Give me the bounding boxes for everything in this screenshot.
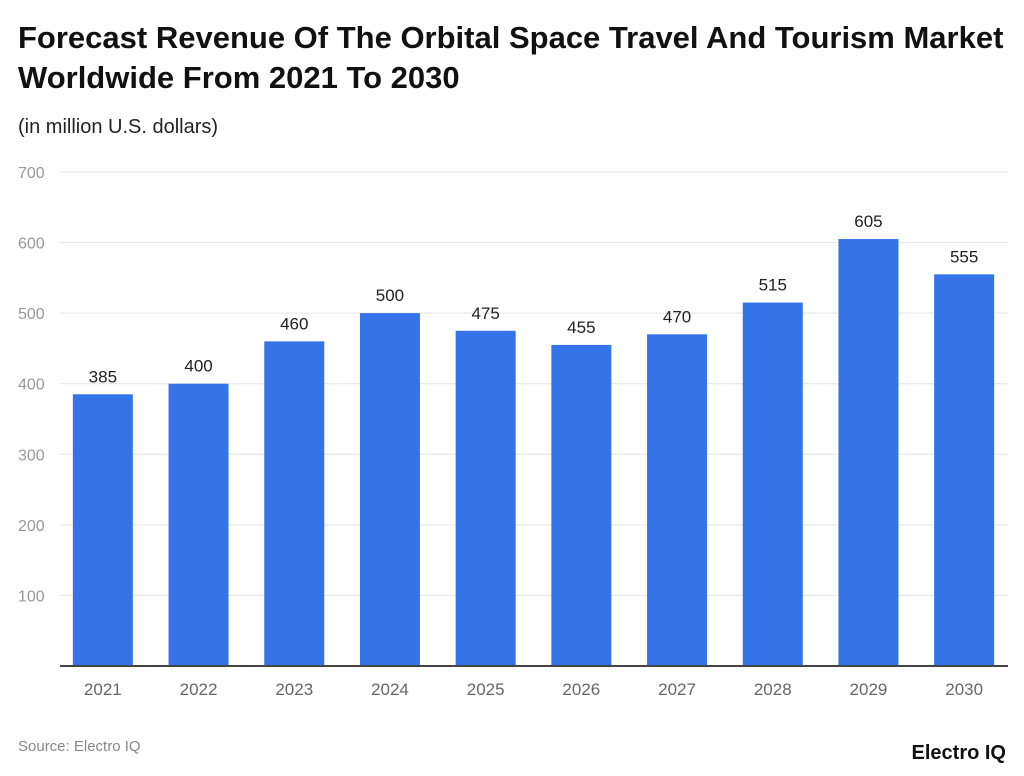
- x-tick-label: 2026: [562, 680, 600, 699]
- data-label: 385: [89, 367, 117, 386]
- x-tick-label: 2022: [180, 680, 218, 699]
- data-label: 500: [376, 286, 404, 305]
- y-tick-label: 700: [18, 165, 45, 182]
- bar-2030: [934, 274, 995, 666]
- bar-2026: [551, 344, 612, 666]
- data-label: 555: [950, 247, 978, 266]
- bar-2028: [742, 302, 803, 666]
- x-tick-label: 2023: [275, 680, 313, 699]
- x-tick-label: 2027: [658, 680, 696, 699]
- x-tick-label: 2029: [850, 680, 888, 699]
- bar-2024: [359, 313, 420, 666]
- x-tick-label: 2024: [371, 680, 409, 699]
- y-tick-label: 400: [18, 377, 45, 394]
- brand-logo: Electro IQ: [911, 742, 1006, 764]
- bar-2029: [838, 239, 899, 667]
- x-tick-label: 2025: [467, 680, 505, 699]
- bar-2027: [647, 334, 708, 666]
- source-note: Source: Electro IQ: [18, 738, 141, 755]
- x-tick-label: 2021: [84, 680, 122, 699]
- data-label: 400: [184, 357, 212, 376]
- data-label: 605: [854, 212, 882, 231]
- bar-2023: [264, 341, 325, 666]
- data-label: 460: [280, 314, 308, 333]
- chart-subtitle: (in million U.S. dollars): [18, 116, 219, 138]
- data-label: 455: [567, 318, 595, 337]
- y-tick-label: 100: [18, 588, 45, 605]
- y-tick-label: 200: [18, 518, 45, 535]
- chart-title: Forecast Revenue Of The Orbital Space Tr…: [18, 20, 1004, 95]
- y-tick-label: 600: [18, 236, 45, 253]
- bar-2025: [455, 330, 516, 666]
- data-label: 515: [759, 276, 787, 295]
- bar-2021: [72, 394, 133, 666]
- data-label: 470: [663, 307, 691, 326]
- data-label: 475: [471, 304, 499, 323]
- y-tick-label: 500: [18, 306, 45, 323]
- y-tick-label: 300: [18, 447, 45, 464]
- x-tick-label: 2030: [945, 680, 983, 699]
- bar-2022: [168, 383, 229, 666]
- x-tick-label: 2028: [754, 680, 792, 699]
